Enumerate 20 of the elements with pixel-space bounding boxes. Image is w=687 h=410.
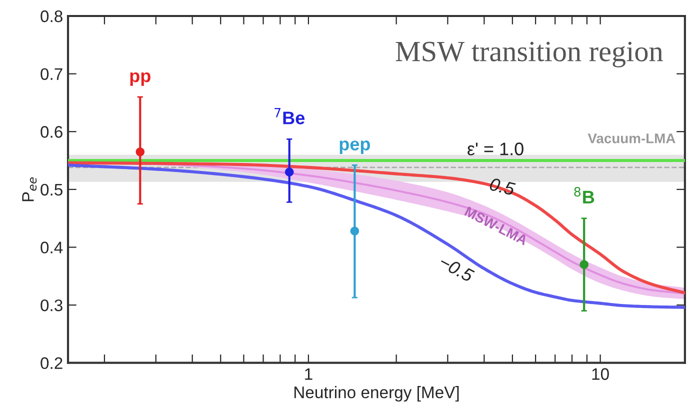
x-tick-label: 10 [592, 368, 609, 380]
annotation: MSW transition region [396, 42, 663, 68]
text: −0.5 [438, 255, 475, 283]
text: pep [340, 140, 370, 154]
y-tick-label: 0.3 [40, 299, 62, 312]
y-tick-label: 0.8 [40, 10, 62, 22]
text: $^{8}$B [574, 187, 594, 204]
y-tick-label: 0.6 [40, 126, 62, 138]
text: $^{7}$Be [274, 108, 305, 124]
text: pp [130, 72, 150, 86]
y-tick-label: 0.2 [40, 357, 62, 370]
x-tick-label: 1 [305, 368, 312, 380]
y-tick-label: 0.4 [40, 242, 63, 254]
y-tick-label: 0.5 [40, 184, 62, 196]
x-axis-title: Neutrino energy [MeV] [294, 386, 459, 402]
band-label: Vacuum-LMA [588, 134, 676, 144]
series-label: ε' = 1.0 [468, 142, 524, 156]
y-axis-title: P$_{ee}$ [22, 177, 37, 202]
y-tick-label: 0.7 [40, 68, 62, 80]
text: 0.5 [489, 177, 516, 196]
